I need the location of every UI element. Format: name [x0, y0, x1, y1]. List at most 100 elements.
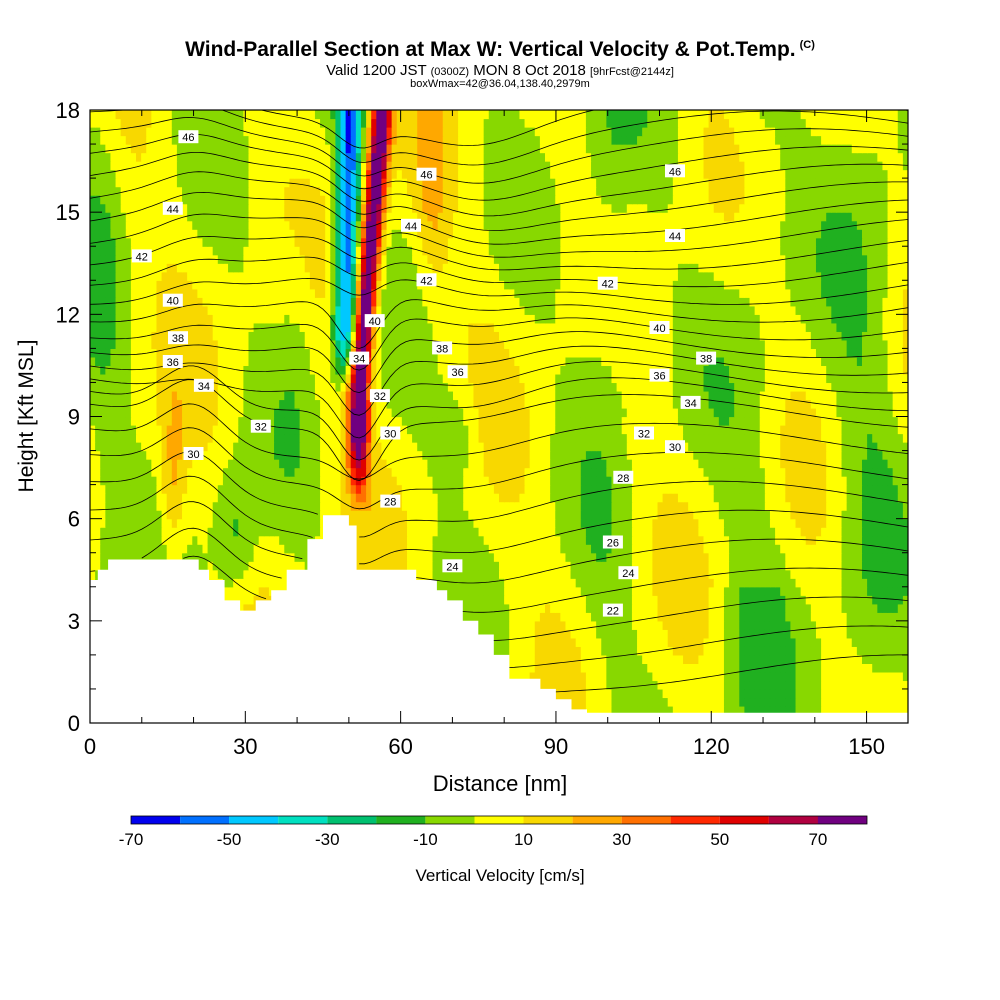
velocity-cell — [703, 586, 710, 596]
velocity-cell — [263, 484, 270, 494]
velocity-cell — [534, 578, 541, 588]
velocity-cell — [238, 535, 244, 545]
velocity-cell — [877, 680, 884, 690]
velocity-cell — [539, 467, 546, 477]
velocity-cell — [524, 484, 531, 494]
velocity-cell — [555, 663, 561, 673]
velocity-cell — [621, 612, 628, 622]
velocity-cell — [125, 484, 132, 494]
velocity-cell — [723, 501, 730, 511]
velocity-cell — [202, 459, 209, 469]
velocity-cell — [769, 646, 776, 656]
velocity-cell — [882, 484, 889, 494]
velocity-cell — [734, 527, 740, 537]
velocity-cell — [851, 484, 858, 494]
velocity-cell — [810, 510, 817, 520]
velocity-cell — [166, 527, 173, 537]
velocity-cell — [815, 612, 822, 622]
velocity-cell — [621, 705, 628, 716]
velocity-cell — [529, 646, 536, 656]
velocity-cell — [621, 535, 628, 545]
velocity-cell — [688, 688, 694, 699]
velocity-cell — [509, 654, 515, 664]
velocity-cell — [575, 637, 582, 647]
velocity-cell — [642, 501, 648, 511]
velocity-cell — [238, 467, 244, 477]
velocity-cell — [841, 680, 848, 690]
velocity-cell — [713, 629, 720, 639]
velocity-cell — [693, 637, 699, 647]
velocity-cell — [693, 518, 699, 528]
velocity-cell — [115, 484, 122, 494]
velocity-cell — [258, 544, 265, 554]
velocity-cell — [606, 646, 613, 656]
velocity-cell — [473, 552, 480, 562]
velocity-cell — [182, 467, 188, 477]
velocity-cell — [652, 476, 659, 486]
velocity-cell — [846, 586, 853, 596]
velocity-cell — [718, 586, 725, 596]
velocity-cell — [274, 476, 280, 486]
velocity-cell — [580, 467, 587, 477]
velocity-cell — [596, 527, 602, 537]
velocity-cell — [713, 680, 720, 690]
velocity-cell — [621, 663, 628, 673]
velocity-cell — [437, 467, 444, 477]
velocity-cell — [631, 612, 638, 622]
velocity-cell — [795, 561, 802, 571]
velocity-cell — [309, 467, 316, 477]
velocity-cell — [105, 484, 112, 494]
velocity-cell — [228, 535, 234, 545]
velocity-cell — [815, 680, 822, 690]
velocity-cell — [401, 552, 408, 562]
velocity-cell — [401, 476, 408, 486]
velocity-cell — [176, 544, 183, 554]
velocity-cell — [555, 561, 561, 571]
velocity-cell — [519, 595, 526, 605]
velocity-cell — [412, 518, 418, 528]
velocity-cell — [831, 646, 838, 656]
velocity-cell — [749, 501, 756, 511]
velocity-cell — [672, 459, 679, 469]
velocity-cell — [95, 510, 101, 520]
velocity-cell — [360, 561, 367, 571]
velocity-cell — [284, 467, 290, 477]
velocity-cell — [800, 637, 807, 647]
velocity-cell — [550, 510, 556, 520]
velocity-cell — [238, 527, 244, 537]
velocity-cell — [815, 569, 822, 579]
velocity-cell — [534, 637, 541, 647]
velocity-cell — [902, 476, 908, 486]
velocity-cell — [596, 552, 602, 562]
velocity-cell — [882, 680, 889, 690]
velocity-cell — [534, 671, 541, 682]
velocity-cell — [366, 501, 372, 511]
velocity-cell — [841, 595, 848, 605]
velocity-cell — [207, 527, 214, 537]
velocity-cell — [141, 501, 147, 511]
velocity-cell — [534, 603, 541, 613]
velocity-cell — [207, 467, 214, 477]
velocity-cell — [432, 569, 439, 579]
velocity-cell — [228, 484, 234, 494]
velocity-cell — [514, 620, 521, 630]
velocity-cell — [626, 620, 633, 630]
velocity-cell — [662, 688, 669, 699]
velocity-cell — [841, 586, 848, 596]
velocity-cell — [892, 671, 899, 682]
velocity-cell — [514, 569, 521, 579]
velocity-cell — [693, 569, 699, 579]
velocity-cell — [509, 603, 515, 613]
velocity-cell — [575, 476, 582, 486]
velocity-cell — [458, 569, 464, 579]
velocity-cell — [452, 569, 459, 579]
velocity-cell — [524, 646, 531, 656]
velocity-cell — [299, 544, 306, 554]
velocity-cell — [841, 552, 848, 562]
velocity-cell — [539, 646, 546, 656]
velocity-cell — [488, 484, 495, 494]
velocity-cell — [877, 484, 884, 494]
velocity-cell — [851, 578, 858, 588]
velocity-cell — [565, 535, 572, 545]
velocity-cell — [902, 561, 908, 571]
